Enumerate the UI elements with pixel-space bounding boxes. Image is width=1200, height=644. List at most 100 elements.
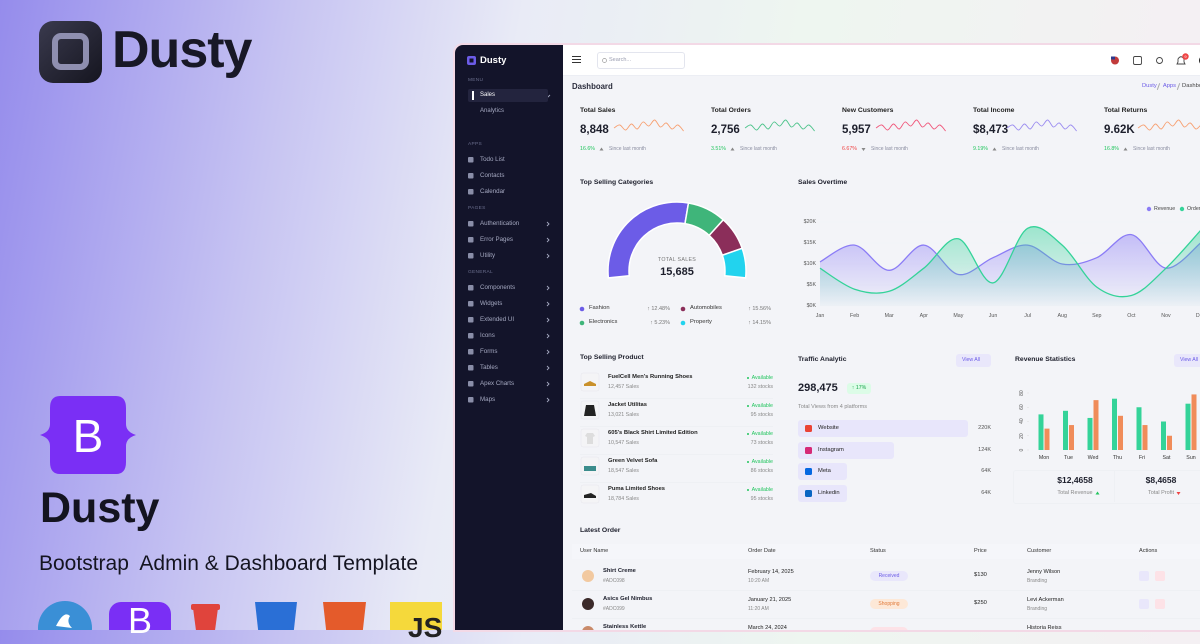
x-tick-label: May [953,312,964,319]
order-time: 10:20 AM [748,577,770,584]
y-tick-label: 40 [1018,418,1025,425]
legend-label: Orders [1187,205,1200,212]
menu-item[interactable]: Tables [480,364,498,372]
traffic-value-label: 124K [978,446,991,453]
menu-toggle [572,56,581,63]
menu-chevron [546,397,550,403]
edit-button[interactable] [1139,599,1149,609]
menu-icon-shape [468,301,474,307]
traffic-bar [798,420,968,437]
donut-center-label: TOTAL SALES [657,256,697,263]
table-header: Order Date [748,548,776,555]
menu-item[interactable]: Apex Charts [480,380,515,388]
menu-icon-shape [468,285,474,291]
search-box[interactable]: Search... [597,52,685,69]
menu-item[interactable]: Error Pages [480,236,514,244]
customer-name: Historia Reiss [1027,624,1062,630]
total-value: $8,4658 [1145,474,1177,485]
view-all-button[interactable]: View All [1174,354,1200,367]
bootstrap-badge [40,396,136,474]
platform-icon [805,490,812,498]
traffic-bar [798,463,848,481]
bar [1191,394,1197,450]
delete-button[interactable] [1155,599,1165,609]
y-tick-label: 0 [1018,448,1025,452]
menu-item[interactable]: Contacts [480,172,505,180]
product-image [580,484,600,504]
submenu-active-bar [472,91,474,100]
row-divider [580,454,773,455]
sparkline [613,119,684,132]
menu-item[interactable]: Icons [480,332,495,340]
arrow [1176,491,1181,495]
submenu-item[interactable]: Sales [480,92,496,99]
main-area: Search... 9 Dashboard Dusty Apps Dashboard Tot… [563,45,1200,630]
chevron [546,253,550,259]
breadcrumb-item: Dashboard [1182,83,1200,90]
dashboard-screenshot: Dusty MENU Dashboard Sales Analytics APPS Todo… [455,45,1200,630]
logo-mark-inner [469,58,474,63]
menu-chevron [546,333,550,339]
traffic-bar [798,441,894,459]
arrow [730,147,735,150]
total-label: Total Profit [1148,489,1174,496]
menu-item[interactable]: Utility [480,252,496,260]
menu-icon-shape [468,173,474,179]
bar [1142,425,1148,450]
expand-icon [1133,56,1142,65]
trend-arrow [992,147,997,150]
card-title: Top Selling Product [580,353,644,361]
menu-chevron [546,349,550,355]
x-tick-label: Thu [1112,454,1123,461]
legend-dot [680,306,686,312]
menu-item[interactable]: Todo List [480,156,505,164]
product-sales: 18,547 Sales [608,467,639,474]
js-icon-text: JS [408,612,443,643]
menu-icon-shape [468,157,474,163]
menu-chevron [546,285,550,291]
trend-arrow [1095,491,1100,494]
customer-name: Jenny Wilson [1027,568,1061,575]
row-divider [572,618,1200,619]
product-stock: 95 stocks [750,411,773,418]
menu-item[interactable]: Authentication [480,220,520,228]
product-status: Available [751,458,773,465]
menu-item[interactable]: Forms [480,348,498,356]
area-chart [819,206,1200,307]
order-date: February 14, 2025 [748,568,794,575]
product-status: Available [751,430,773,437]
sparkline-path [744,119,815,132]
trend-arrow [861,147,866,151]
flag-canton [1111,56,1115,60]
delete-button[interactable] [1155,571,1165,581]
card-title: Traffic Analytic [798,355,847,363]
bar [1069,425,1074,450]
order-id: #ADC098 [603,577,625,584]
menu-item[interactable]: Widgets [480,300,503,308]
table-header: User Name [580,548,609,555]
product-shape [585,433,595,444]
menu-item[interactable]: Calendar [480,188,506,196]
menu-icon [468,237,474,243]
bar [1093,400,1099,450]
view-all-button[interactable]: View All [956,354,991,367]
bar [1063,410,1068,450]
menu-chevron [546,365,550,371]
totals-box [1013,470,1200,504]
status-pill [870,627,908,630]
x-tick-label: Aug [1057,312,1067,319]
breadcrumb-item[interactable]: Apps [1162,83,1177,90]
submenu-item[interactable]: Analytics [480,108,505,115]
bar [1136,407,1142,450]
menu-item[interactable]: Extended UI [480,316,515,324]
table-header: Actions [1139,548,1158,555]
breadcrumb-item[interactable]: Dusty [1142,83,1157,90]
menu-item[interactable]: Components [480,284,516,292]
bar [1038,414,1044,450]
menu-item[interactable]: Maps [480,396,496,404]
edit-button[interactable] [1139,571,1149,581]
stat-note: Since last month [871,145,908,152]
legend-change: ↑ 14.15% [748,319,771,326]
